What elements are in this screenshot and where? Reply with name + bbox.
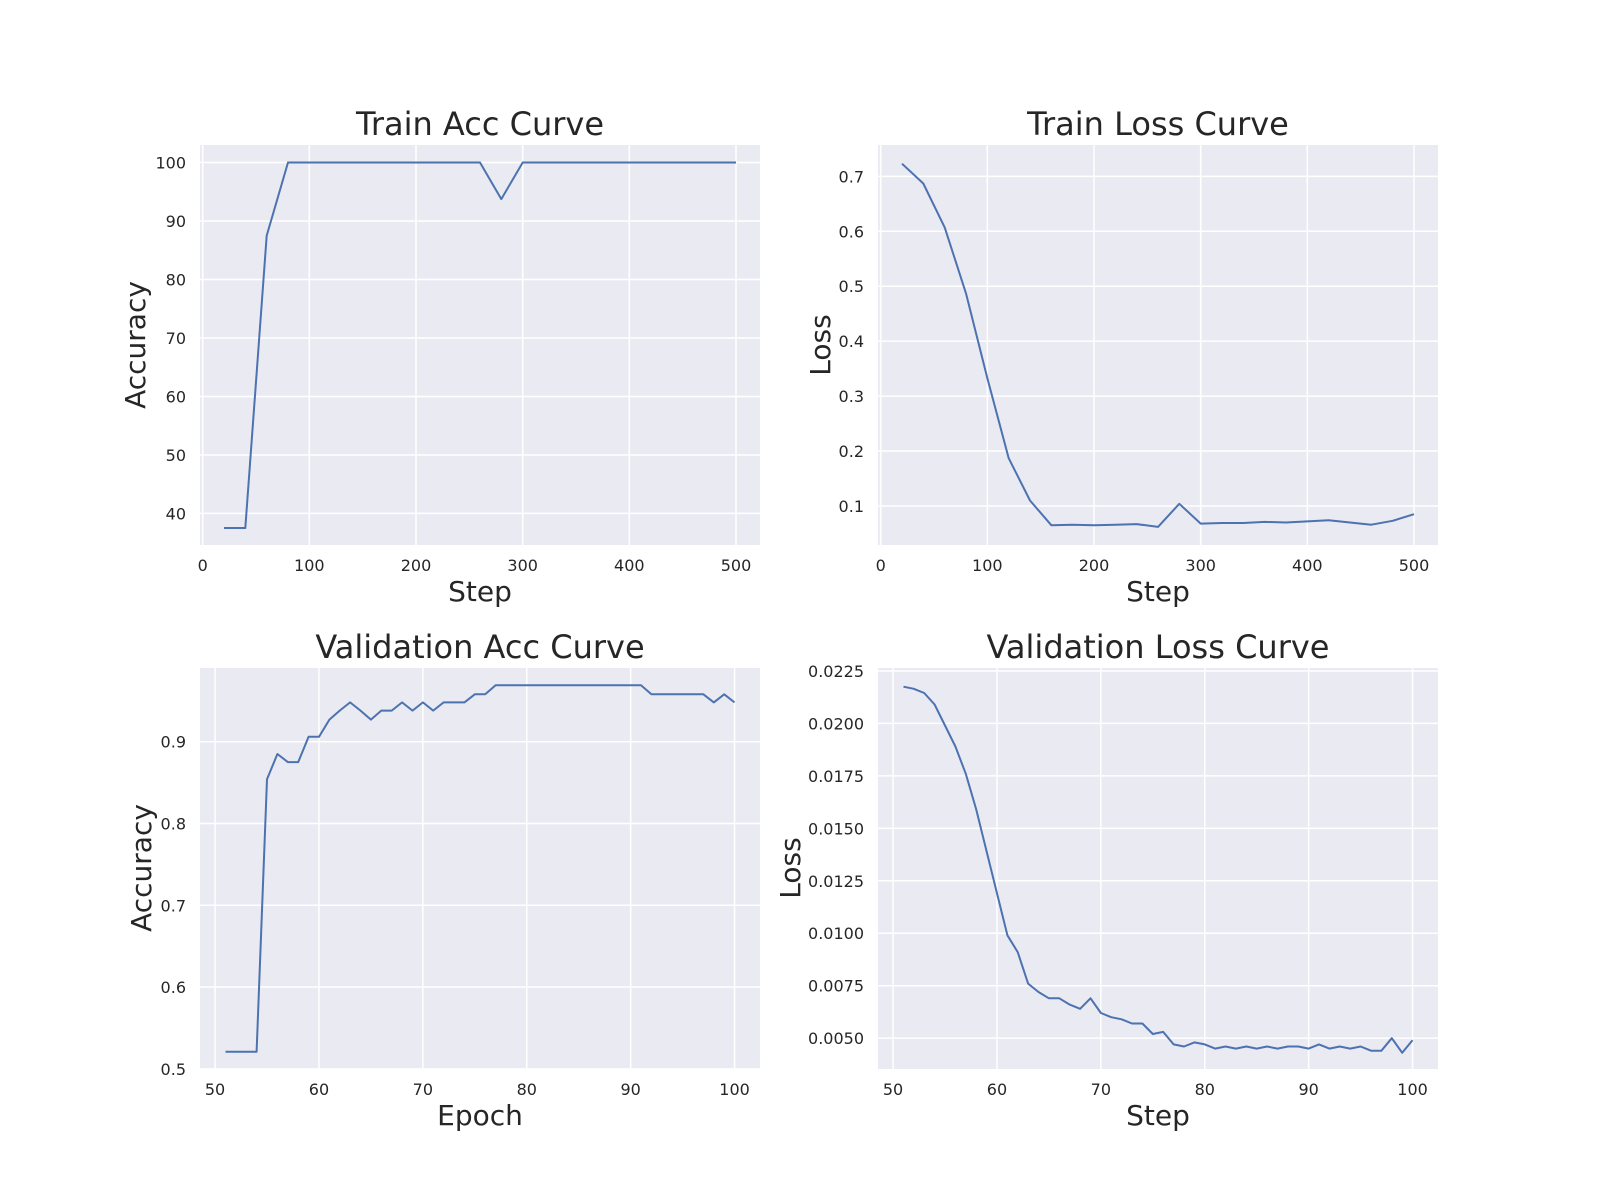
series-line	[225, 684, 736, 1053]
y-tick-label: 0.0100	[808, 924, 864, 943]
x-tick-label: 50	[205, 1080, 225, 1099]
y-tick-label: 0.6	[839, 222, 864, 241]
series-line	[901, 162, 1415, 528]
y-tick-label: 100	[155, 154, 186, 173]
x-axis-label: Step	[1126, 1099, 1190, 1132]
y-tick-label: 0.0125	[808, 872, 864, 891]
y-tick-label: 0.0225	[808, 662, 864, 681]
chart-title: Validation Loss Curve	[987, 628, 1330, 666]
chart-title: Train Acc Curve	[355, 105, 604, 143]
y-tick-label: 0.0175	[808, 767, 864, 786]
panel-validation-loss: 50 60 70 80 90 100 0.00500.00750.01000.01250.…	[774, 628, 1438, 1132]
y-axis-label: Accuracy	[125, 804, 158, 932]
y-tick-label: 0.4	[839, 332, 864, 351]
x-tick-label: 200	[401, 556, 432, 575]
y-tick-label: 0.1	[839, 497, 864, 516]
series-line	[224, 161, 736, 529]
y-axis-label: Loss	[774, 837, 807, 898]
plot-area	[878, 668, 1438, 1069]
y-tick-label: 0.6	[161, 978, 186, 997]
grid	[878, 668, 1438, 1069]
y-tick-label: 0.7	[839, 167, 864, 186]
x-tick-label: 60	[987, 1080, 1007, 1099]
x-tick-label: 500	[1399, 556, 1430, 575]
x-tick-label: 100	[972, 556, 1003, 575]
x-tick-label: 60	[309, 1080, 329, 1099]
x-tick-label: 300	[507, 556, 538, 575]
y-tick-label: 60	[166, 387, 186, 406]
panel-train-loss: 0 100 200 300 400 500 0.1 0.2 0.3 0.4 0.5 0.6 0.7 T…	[804, 105, 1438, 608]
x-tick-label: 500	[721, 556, 752, 575]
y-tick-label: 0.0150	[808, 819, 864, 838]
plot-area	[200, 145, 760, 545]
y-tick-labels: 40 50 60 70 80 90 100	[155, 154, 186, 524]
chart-title: Train Loss Curve	[1026, 105, 1289, 143]
x-tick-labels: 50 60 70 80 90 100	[883, 1080, 1428, 1099]
y-tick-label: 0.9	[161, 733, 186, 752]
y-tick-label: 40	[166, 504, 186, 523]
panel-train-acc: 0 100 200 300 400 500 40 50 60 70 80 90 100 Train A…	[119, 105, 760, 608]
y-tick-labels: 0.0050 0.0075 0.0100 0.0125 0.0150 0.0175 0.02…	[808, 662, 864, 1048]
grid	[878, 145, 1438, 545]
y-axis-label: Accuracy	[119, 281, 152, 409]
x-tick-labels: 50 60 70 80 90 100	[205, 1080, 750, 1099]
y-tick-label: 0.8	[161, 814, 186, 833]
x-tick-label: 50	[883, 1080, 903, 1099]
grid	[200, 668, 760, 1070]
x-tick-label: 100	[719, 1080, 750, 1099]
x-tick-label: 90	[1298, 1080, 1318, 1099]
y-tick-label: 50	[166, 446, 186, 465]
x-tick-label: 90	[620, 1080, 640, 1099]
y-tick-label: 0.3	[839, 387, 864, 406]
series-line	[903, 685, 1414, 1054]
x-tick-labels: 0 100 200 300 400 500	[198, 556, 752, 575]
x-tick-label: 0	[876, 556, 886, 575]
x-tick-label: 0	[198, 556, 208, 575]
y-tick-label: 0.0050	[808, 1029, 864, 1048]
grid	[200, 145, 760, 545]
y-axis-label: Loss	[804, 314, 837, 375]
x-axis-label: Epoch	[437, 1099, 523, 1132]
x-axis-label: Step	[448, 575, 512, 608]
x-tick-label: 100	[1397, 1080, 1428, 1099]
x-tick-label: 70	[413, 1080, 433, 1099]
y-tick-label: 0.5	[161, 1060, 186, 1079]
x-tick-label: 200	[1079, 556, 1110, 575]
x-tick-label: 70	[1091, 1080, 1111, 1099]
y-tick-label: 0.0200	[808, 714, 864, 733]
y-tick-label: 0.7	[161, 896, 186, 915]
x-tick-label: 80	[1195, 1080, 1215, 1099]
x-tick-label: 400	[614, 556, 645, 575]
x-tick-label: 300	[1185, 556, 1216, 575]
y-tick-labels: 0.1 0.2 0.3 0.4 0.5 0.6 0.7	[839, 167, 864, 516]
chart-title: Validation Acc Curve	[315, 628, 644, 666]
y-tick-label: 90	[166, 212, 186, 231]
plot-area	[878, 145, 1438, 545]
y-tick-label: 0.0075	[808, 977, 864, 996]
y-tick-label: 0.5	[839, 277, 864, 296]
panel-validation-acc: 50 60 70 80 90 100 0.5 0.6 0.7 0.8 0.9 Validation…	[125, 628, 760, 1132]
x-axis-label: Step	[1126, 575, 1190, 608]
x-tick-label: 80	[517, 1080, 537, 1099]
x-tick-labels: 0 100 200 300 400 500	[876, 556, 1430, 575]
x-tick-label: 100	[294, 556, 325, 575]
y-tick-label: 80	[166, 271, 186, 290]
y-tick-label: 0.2	[839, 442, 864, 461]
y-tick-label: 70	[166, 329, 186, 348]
x-tick-label: 400	[1292, 556, 1323, 575]
y-tick-labels: 0.5 0.6 0.7 0.8 0.9	[161, 733, 186, 1079]
plot-area	[200, 668, 760, 1069]
